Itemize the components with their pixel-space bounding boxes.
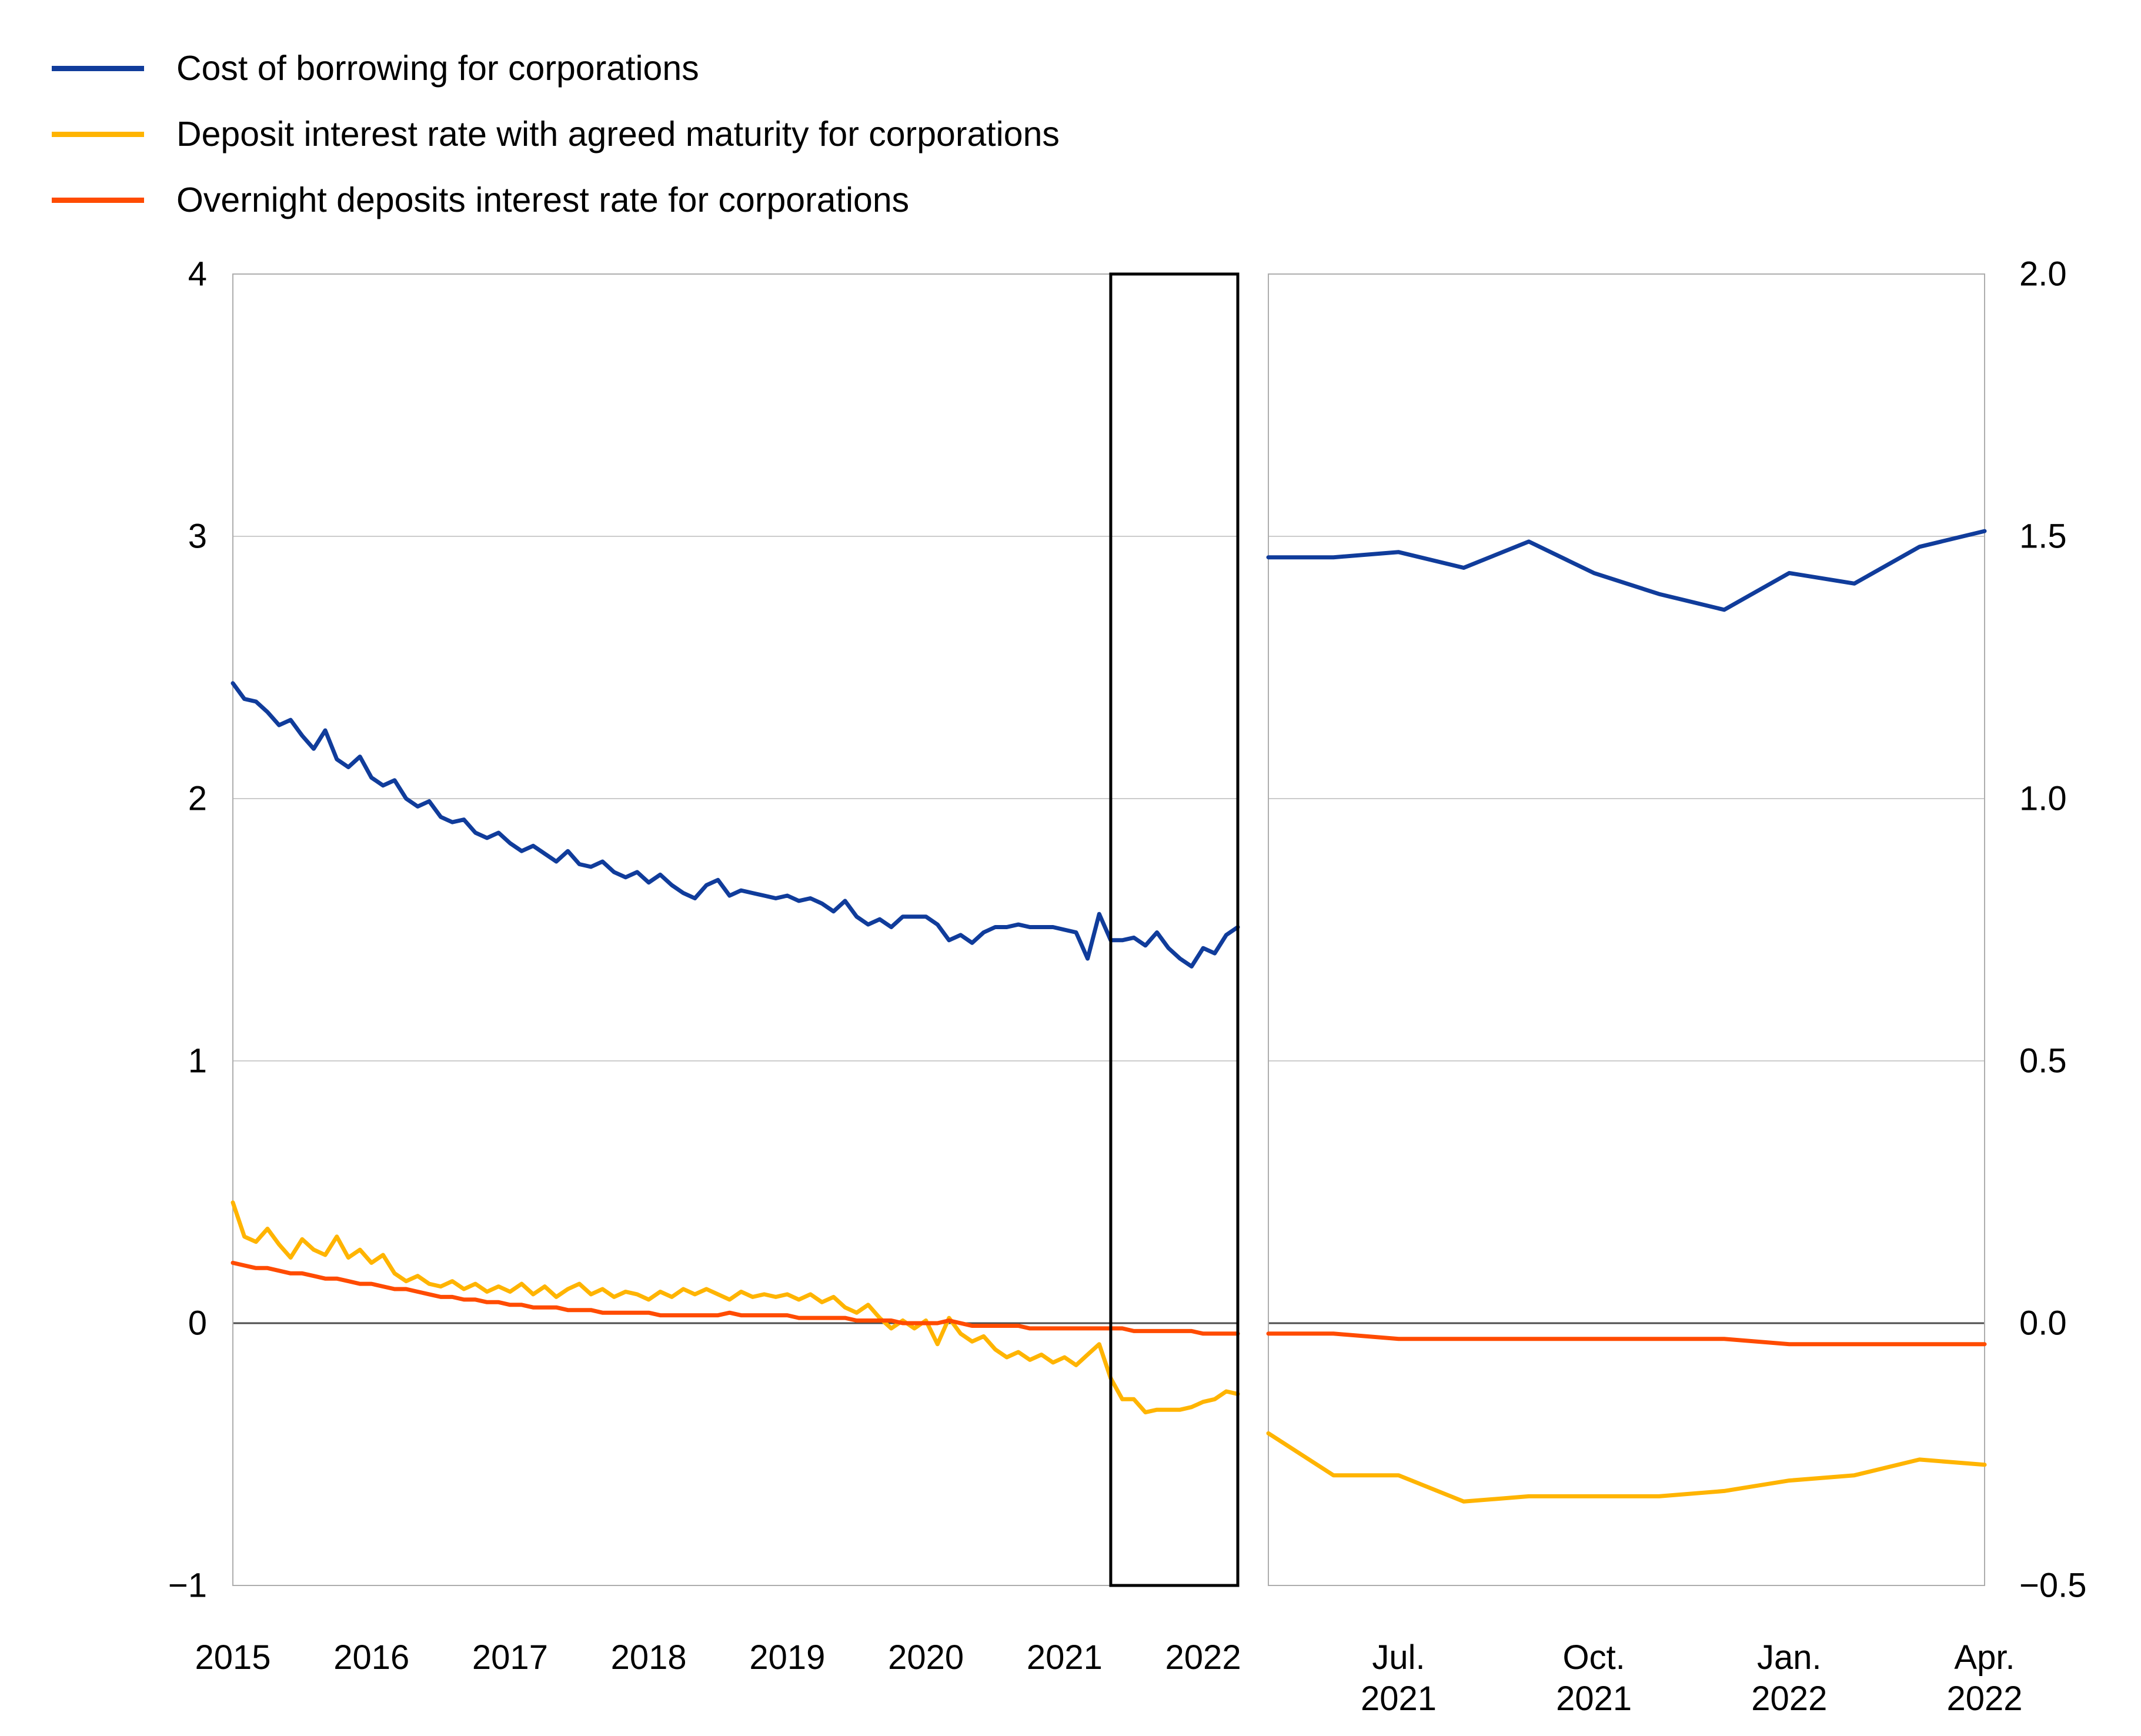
right-panel-series-line-1 (1266, 1431, 1987, 1504)
left-panel-y-tick-label: 1 (188, 1042, 207, 1080)
legend-line-sample-yellow (52, 131, 144, 137)
right-panel-series-line-0 (1266, 529, 1987, 612)
legend-label: Deposit interest rate with agreed maturi… (176, 115, 1060, 153)
left-panel-x-tick-label: 2016 (333, 1638, 409, 1677)
legend-line-sample-blue (52, 65, 144, 71)
left-panel-x-tick-label: 2018 (611, 1638, 687, 1677)
right-panel-x-tick-label-line2: 2022 (1946, 1680, 2022, 1718)
right-panel-x-tick-label-line1: Jul. (1372, 1638, 1425, 1677)
left-panel-highlight-box (1109, 272, 1240, 1587)
left-panel-y-tick-label: 0 (188, 1304, 207, 1343)
right-panel-x-tick-label-line1: Apr. (1954, 1638, 2015, 1677)
right-panel-y-tick-label: 0.5 (2019, 1042, 2067, 1080)
left-panel-x-tick-label: 2019 (749, 1638, 825, 1677)
left-panel-x-tick-label: 2022 (1165, 1638, 1241, 1677)
left-panel-border (232, 273, 1238, 1586)
left-panel-y-tick-label: 2 (188, 780, 207, 818)
legend-line-sample-red (52, 197, 144, 203)
legend-item-deposit-agreed-maturity: Deposit interest rate with agreed maturi… (52, 101, 1060, 167)
left-panel-series-line-0 (231, 681, 1240, 969)
left-panel-x-tick-label: 2017 (472, 1638, 548, 1677)
right-panel-x-tick-label-line1: Oct. (1562, 1638, 1625, 1677)
right-panel-border (1268, 273, 1985, 1586)
left-panel-x-tick-label: 2015 (195, 1638, 270, 1677)
left-panel-y-tick-label: −1 (168, 1567, 207, 1605)
right-panel-series-line-2 (1266, 1331, 1987, 1347)
left-panel-y-tick-label: 4 (188, 255, 207, 293)
right-panel-x-tick-label-line2: 2021 (1361, 1680, 1437, 1718)
right-panel-x-tick-label-line2: 2022 (1751, 1680, 1827, 1718)
left-panel-x-tick-label: 2020 (888, 1638, 964, 1677)
left-panel-x-tick-label: 2021 (1027, 1638, 1103, 1677)
legend-label: Cost of borrowing for corporations (176, 49, 699, 88)
right-panel-y-tick-label: 1.5 (2019, 518, 2067, 556)
right-panel-y-tick-label: −0.5 (2019, 1567, 2087, 1605)
left-panel-series-line-1 (231, 1200, 1240, 1415)
left-panel-series-line-2 (231, 1260, 1240, 1336)
legend-item-cost-of-borrowing: Cost of borrowing for corporations (52, 35, 1060, 101)
right-panel-y-tick-label: 2.0 (2019, 255, 2067, 293)
chart-legend: Cost of borrowing for corporations Depos… (52, 35, 1060, 233)
legend-item-overnight-deposits: Overnight deposits interest rate for cor… (52, 167, 1060, 233)
right-panel-y-tick-label: 0.0 (2019, 1304, 2067, 1343)
right-panel-y-tick-label: 1.0 (2019, 780, 2067, 818)
left-panel-y-tick-label: 3 (188, 518, 207, 556)
legend-label: Overnight deposits interest rate for cor… (176, 181, 910, 219)
right-panel-x-tick-label-line2: 2021 (1556, 1680, 1632, 1718)
right-panel-x-tick-label-line1: Jan. (1757, 1638, 1822, 1677)
